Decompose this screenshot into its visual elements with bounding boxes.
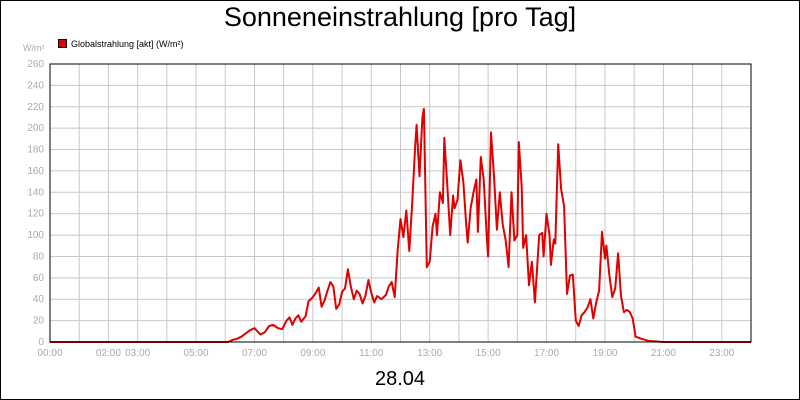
y-tick-label: 200 xyxy=(27,123,44,134)
y-tick-label: 20 xyxy=(33,316,45,327)
x-tick-label: 11:00 xyxy=(359,348,384,359)
y-tick-label: 80 xyxy=(33,251,45,262)
x-tick-label: 23:00 xyxy=(709,348,734,359)
x-tick-label: 21:00 xyxy=(651,348,676,359)
x-tick-label: 02:00 xyxy=(96,348,121,359)
x-tick-label: 05:00 xyxy=(184,348,209,359)
legend-swatch xyxy=(58,39,67,48)
y-tick-label: 60 xyxy=(33,273,45,284)
y-tick-label: 140 xyxy=(27,187,44,198)
y-axis-ticks: 0 20 40 60 80 100 120 140 160 180 200 220 240 260 xyxy=(27,59,44,348)
chart-title: Sonneneinstrahlung [pro Tag] xyxy=(223,2,577,32)
legend: Globalstrahlung [akt] (W/m²) xyxy=(58,39,184,49)
date-label: 28.04 xyxy=(374,368,426,390)
series-layer xyxy=(50,107,751,343)
y-tick-label: 240 xyxy=(27,80,44,91)
x-tick-label: 00:00 xyxy=(37,348,62,359)
x-tick-label: 15:00 xyxy=(476,348,501,359)
y-tick-label: 220 xyxy=(27,102,44,113)
y-tick-label: 180 xyxy=(27,145,44,156)
y-tick-label: 100 xyxy=(27,230,44,241)
x-tick-label: 17:00 xyxy=(534,348,559,359)
y-tick-label: 0 xyxy=(38,337,44,348)
y-unit-label: W/m² xyxy=(23,43,45,53)
plot-border xyxy=(49,63,752,343)
x-tick-label: 19:00 xyxy=(592,348,617,359)
legend-label: Globalstrahlung [akt] (W/m²) xyxy=(71,39,184,49)
y-tick-label: 260 xyxy=(27,59,44,70)
y-tick-label: 160 xyxy=(27,166,44,177)
x-tick-label: 09:00 xyxy=(300,348,325,359)
series-line xyxy=(50,107,751,343)
y-tick-label: 40 xyxy=(33,294,45,305)
y-tick-label: 120 xyxy=(27,209,44,220)
x-tick-label: 07:00 xyxy=(242,348,267,359)
x-tick-label: 13:00 xyxy=(417,348,442,359)
x-tick-label: 03:00 xyxy=(125,348,150,359)
x-axis-ticks: 00:00 02:00 03:00 05:00 07:00 09:00 11:00 13:00… xyxy=(37,348,734,359)
